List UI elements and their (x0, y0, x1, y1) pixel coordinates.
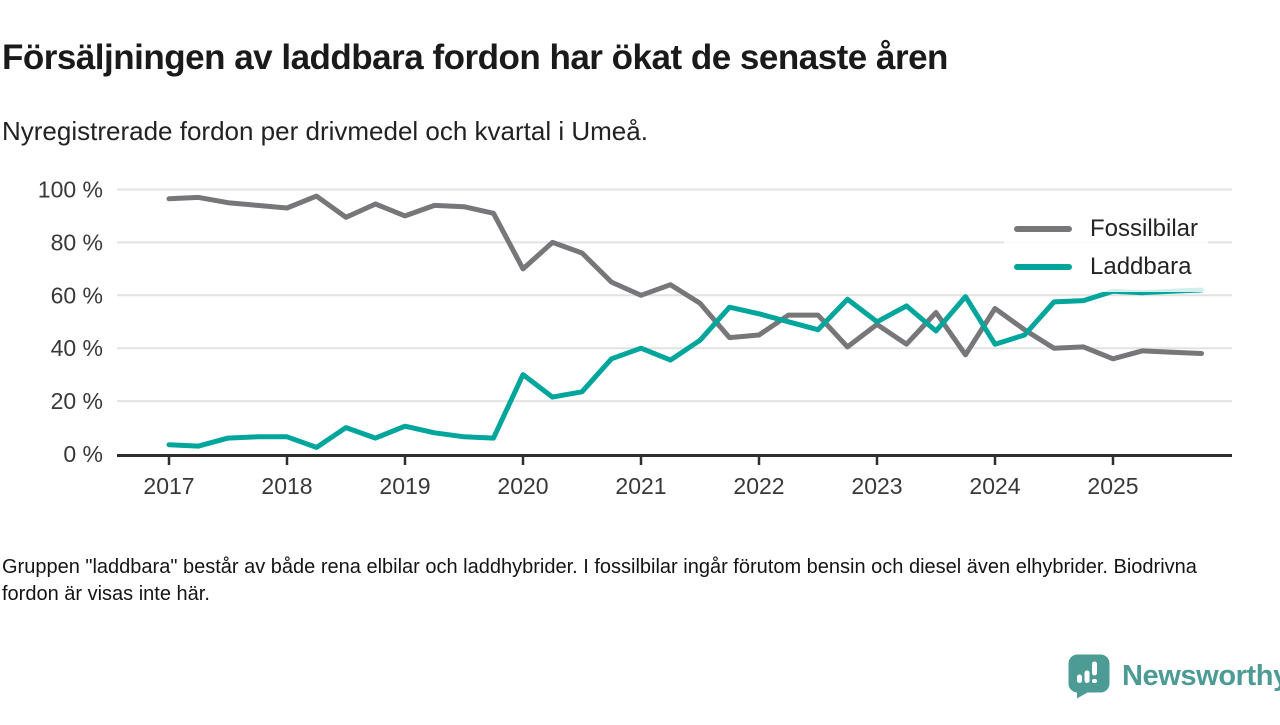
legend-label-laddbara: Laddbara (1090, 253, 1192, 280)
x-axis-tick-label: 2024 (969, 473, 1020, 499)
newsworthy-logo-text: Newsworthy (1122, 659, 1280, 692)
y-axis-tick-label: 40 % (51, 335, 103, 361)
newsworthy-branding: Newsworthy (1066, 653, 1280, 699)
legend-item-laddbara: Laddbara (1014, 248, 1198, 286)
x-axis-tick-label: 2022 (733, 473, 784, 499)
x-axis-tick-label: 2019 (379, 473, 430, 499)
series-line-laddbara (166, 287, 1204, 450)
laddbara-line-swatch (1014, 264, 1072, 270)
y-axis-tick-label: 60 % (51, 282, 103, 308)
legend-item-fossilbilar: Fossilbilar (1014, 210, 1198, 248)
x-axis-tick-label: 2023 (851, 473, 902, 499)
y-axis-tick-label: 0 % (63, 441, 103, 467)
page-title: Försäljningen av laddbara fordon har öka… (2, 38, 948, 77)
x-axis-tick-label: 2021 (615, 473, 666, 499)
x-axis-tick-label: 2017 (143, 473, 194, 499)
chart-subtitle: Nyregistrerade fordon per drivmedel och … (2, 116, 648, 146)
y-axis-tick-label: 20 % (51, 388, 103, 414)
legend-label-fossilbilar: Fossilbilar (1090, 215, 1199, 242)
chart-footnote: Gruppen "laddbara" består av både rena e… (2, 556, 1197, 605)
newsworthy-logo-icon (1068, 654, 1110, 699)
x-axis-tick-label: 2020 (497, 473, 548, 499)
x-axis-tick-label: 2018 (261, 473, 312, 499)
y-axis-tick-label: 80 % (51, 229, 103, 255)
y-axis-tick-label: 100 % (38, 177, 103, 203)
fossilbilar-line-swatch (1014, 226, 1072, 232)
x-axis-tick-label: 2025 (1087, 473, 1138, 499)
chart-legend: Fossilbilar Laddbara (1004, 206, 1209, 292)
